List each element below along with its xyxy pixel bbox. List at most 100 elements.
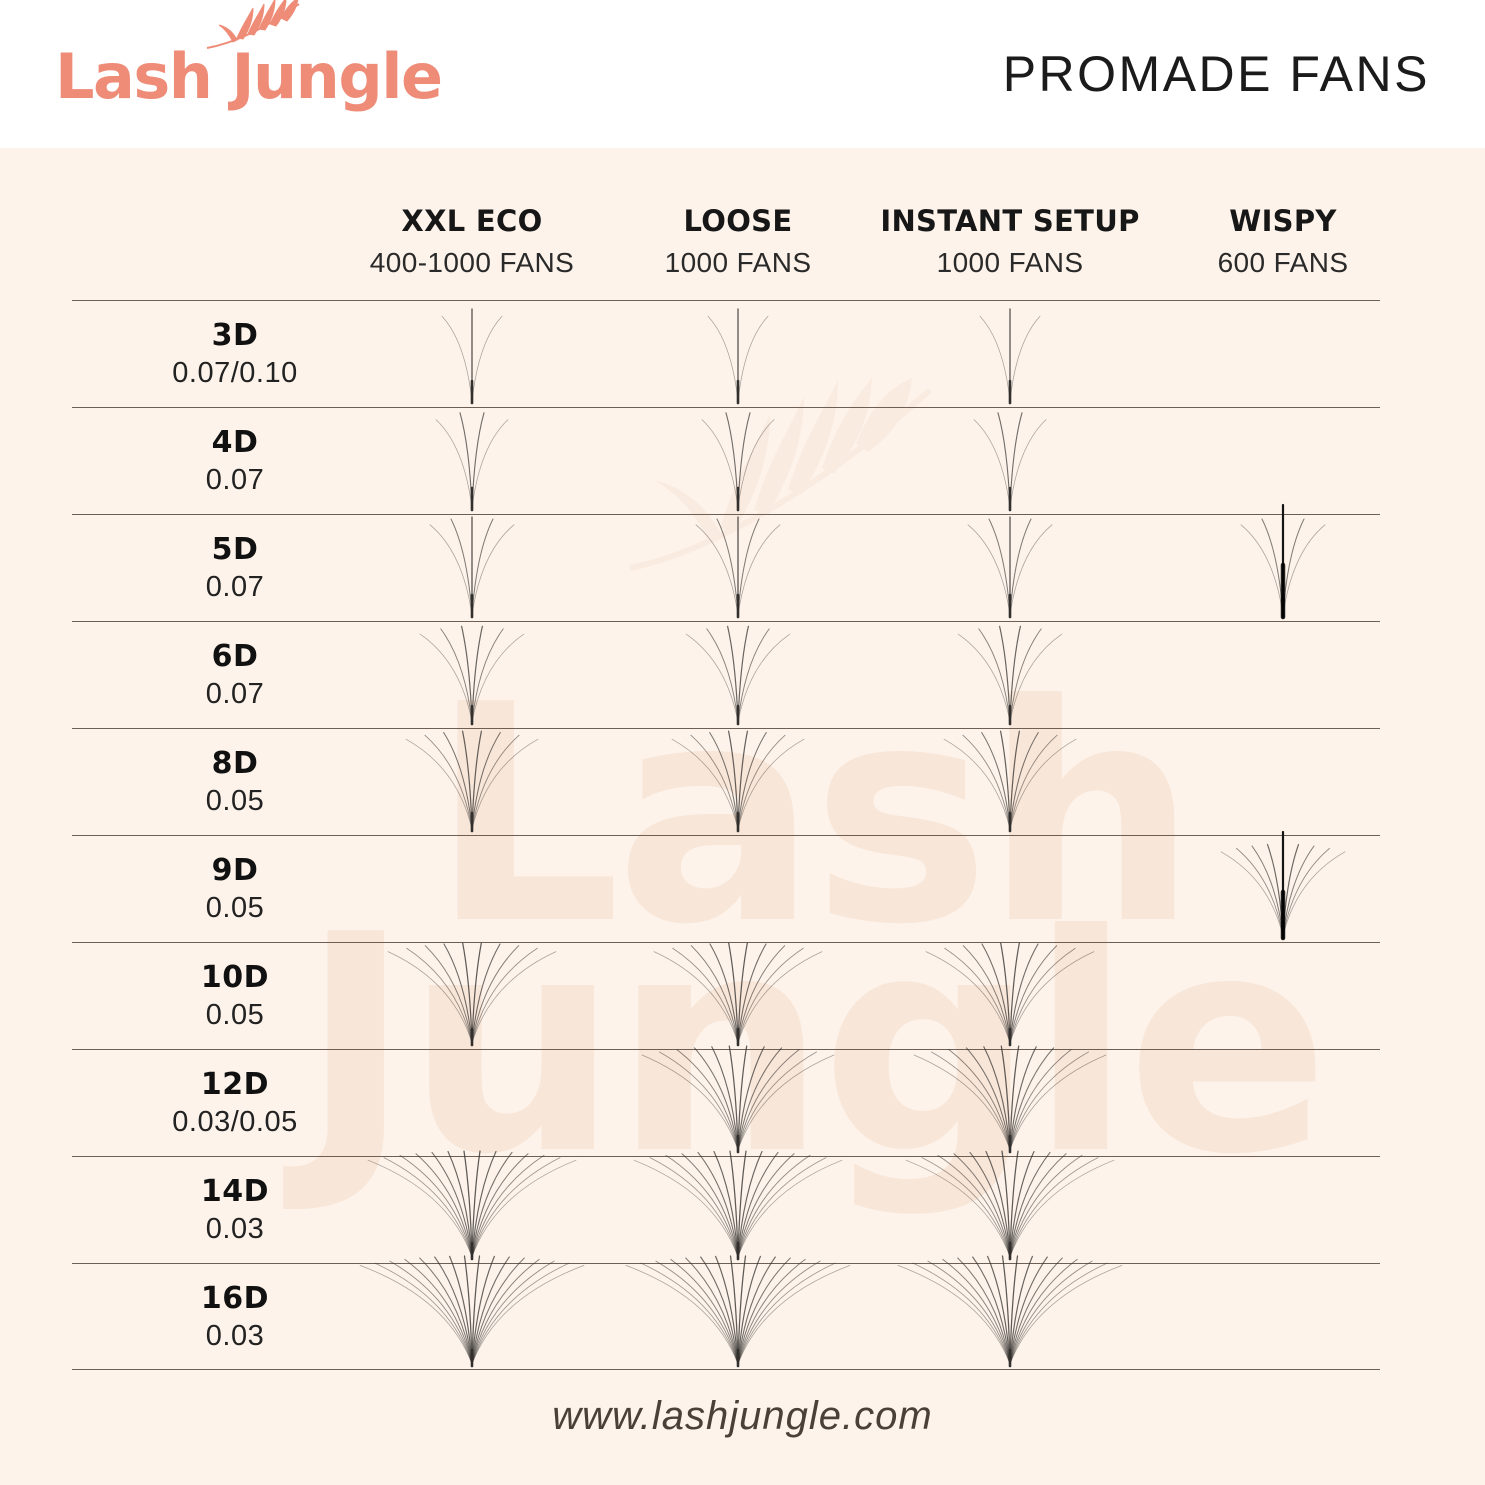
column-title: INSTANT SETUP [880,204,1140,238]
fan-12d-instant_setup [880,1045,1140,1156]
chart-row: 3D 0.07/0.10 [0,300,1485,407]
row-volume: 6D [211,638,259,674]
row-label-4d: 4D 0.07 [90,425,380,497]
row-divider [72,1156,1380,1157]
row-thickness: 0.07 [205,570,265,603]
row-thickness: 0.03 [205,1212,265,1245]
column-headers: XXL ECO 400-1000 FANS LOOSE 1000 FANS INSTAN… [0,204,1485,304]
chart-row: 10D 0.05 [0,942,1485,1049]
row-thickness: 0.05 [205,998,265,1031]
row-thickness: 0.03 [205,1319,265,1352]
row-label-3d: 3D 0.07/0.10 [90,318,380,390]
fan-3d-xxl_eco [342,300,602,407]
row-divider [72,621,1380,622]
row-thickness: 0.07 [205,463,265,496]
chart-row: 12D 0.03/0.05 [0,1045,1485,1156]
fan-6d-loose [608,621,868,728]
chart-row: 8D 0.05 [0,728,1485,835]
row-label-16d: 16D 0.03 [90,1281,380,1353]
fan-10d-xxl_eco [342,942,602,1049]
row-divider [72,1369,1380,1370]
fan-9d-wispy [1153,830,1413,942]
column-subtitle: 400-1000 FANS [369,247,575,278]
row-divider [72,1049,1380,1050]
chart-row: 16D 0.03 [0,1255,1485,1370]
row-label-12d: 12D 0.03/0.05 [90,1067,380,1139]
fan-14d-instant_setup [880,1150,1140,1263]
leaf-icon [206,0,300,49]
footer-website[interactable]: www.lashjungle.com [552,1394,933,1438]
row-volume: 10D [200,959,270,995]
row-thickness: 0.05 [205,891,265,924]
column-header-wispy: WISPY 600 FANS [1218,204,1349,279]
chart-row: 14D 0.03 [0,1150,1485,1263]
row-divider [72,407,1380,408]
row-label-5d: 5D 0.07 [90,532,380,604]
fan-8d-xxl_eco [342,728,602,835]
chart-row: 5D 0.07 [0,503,1485,621]
row-label-14d: 14D 0.03 [90,1174,380,1246]
fan-10d-instant_setup [880,942,1140,1049]
fan-16d-loose [608,1255,868,1370]
fan-12d-loose [608,1045,868,1156]
fan-10d-loose [608,942,868,1049]
row-label-6d: 6D 0.07 [90,639,380,711]
column-subtitle: 600 FANS [1217,247,1349,278]
fan-14d-xxl_eco [342,1150,602,1263]
column-subtitle: 1000 FANS [936,247,1084,278]
fan-5d-instant_setup [880,514,1140,621]
column-header-instant_setup: INSTANT SETUP 1000 FANS [880,204,1139,279]
row-divider [72,1263,1380,1264]
column-title: WISPY [1229,204,1337,238]
row-divider [72,835,1380,836]
row-thickness: 0.07/0.10 [172,356,298,389]
row-thickness: 0.07 [205,677,265,710]
fan-8d-instant_setup [880,728,1140,835]
column-header-xxl_eco: XXL ECO 400-1000 FANS [370,204,574,279]
row-label-8d: 8D 0.05 [90,746,380,818]
fan-4d-loose [608,407,868,514]
fan-8d-loose [608,728,868,835]
row-label-9d: 9D 0.05 [90,853,380,925]
brand-logo[interactable]: Lash Jungle [55,0,443,113]
row-volume: 5D [211,531,259,567]
fan-4d-xxl_eco [342,407,602,514]
fan-5d-loose [608,514,868,621]
row-divider [72,942,1380,943]
column-title: XXL ECO [401,204,543,238]
row-volume: 12D [200,1066,270,1102]
row-divider [72,514,1380,515]
chart-row: 6D 0.07 [0,621,1485,728]
row-thickness: 0.03/0.05 [172,1105,298,1138]
row-volume: 14D [200,1173,270,1209]
row-volume: 9D [211,852,259,888]
fan-16d-xxl_eco [342,1255,602,1370]
page-title: PROMADE FANS [1002,46,1430,102]
row-volume: 3D [211,317,259,353]
fan-6d-xxl_eco [342,621,602,728]
chart-rows: 3D 0.07/0.10 4D 0.07 5D 0.07 6D 0.07 8D 0.05 9D 0.0… [0,300,1485,1370]
fan-5d-wispy [1153,503,1413,621]
fan-3d-instant_setup [880,300,1140,407]
fan-6d-instant_setup [880,621,1140,728]
fan-14d-loose [608,1150,868,1263]
fan-5d-xxl_eco [342,514,602,621]
row-volume: 4D [211,424,259,460]
column-title: LOOSE [683,204,793,238]
row-volume: 8D [211,745,259,781]
brand-name: Lash Jungle [55,40,443,113]
fan-16d-instant_setup [880,1255,1140,1370]
row-divider [72,728,1380,729]
row-label-10d: 10D 0.05 [90,960,380,1032]
fan-4d-instant_setup [880,407,1140,514]
row-thickness: 0.05 [205,784,265,817]
promade-fans-chart: XXL ECO 400-1000 FANS LOOSE 1000 FANS INSTAN… [0,148,1485,1485]
page-header: Lash Jungle PROMADE FANS [0,0,1485,148]
chart-row: 9D 0.05 [0,830,1485,942]
column-header-loose: LOOSE 1000 FANS [665,204,812,279]
fan-3d-loose [608,300,868,407]
row-volume: 16D [200,1280,270,1316]
chart-row: 4D 0.07 [0,407,1485,514]
row-divider [72,300,1380,301]
column-subtitle: 1000 FANS [664,247,812,278]
